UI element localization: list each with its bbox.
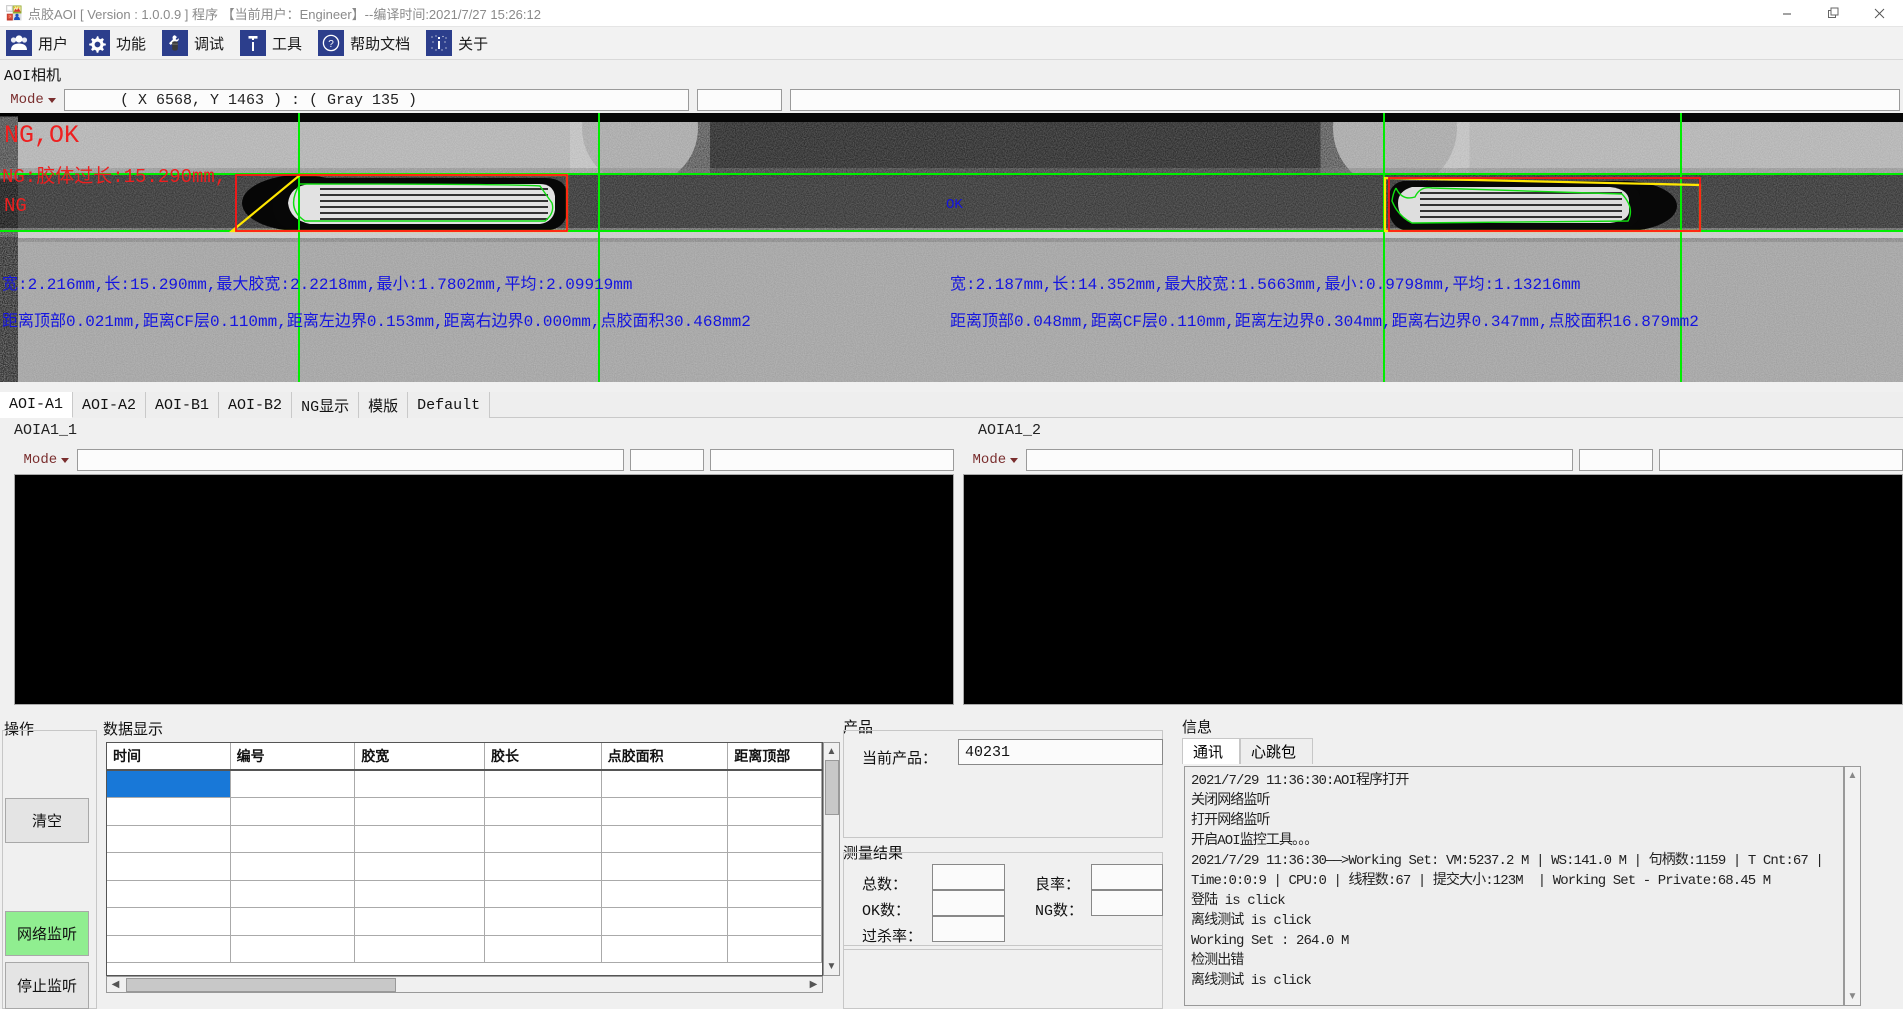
svg-text:?: ? bbox=[328, 39, 334, 50]
svg-text:?: ? bbox=[9, 15, 11, 19]
